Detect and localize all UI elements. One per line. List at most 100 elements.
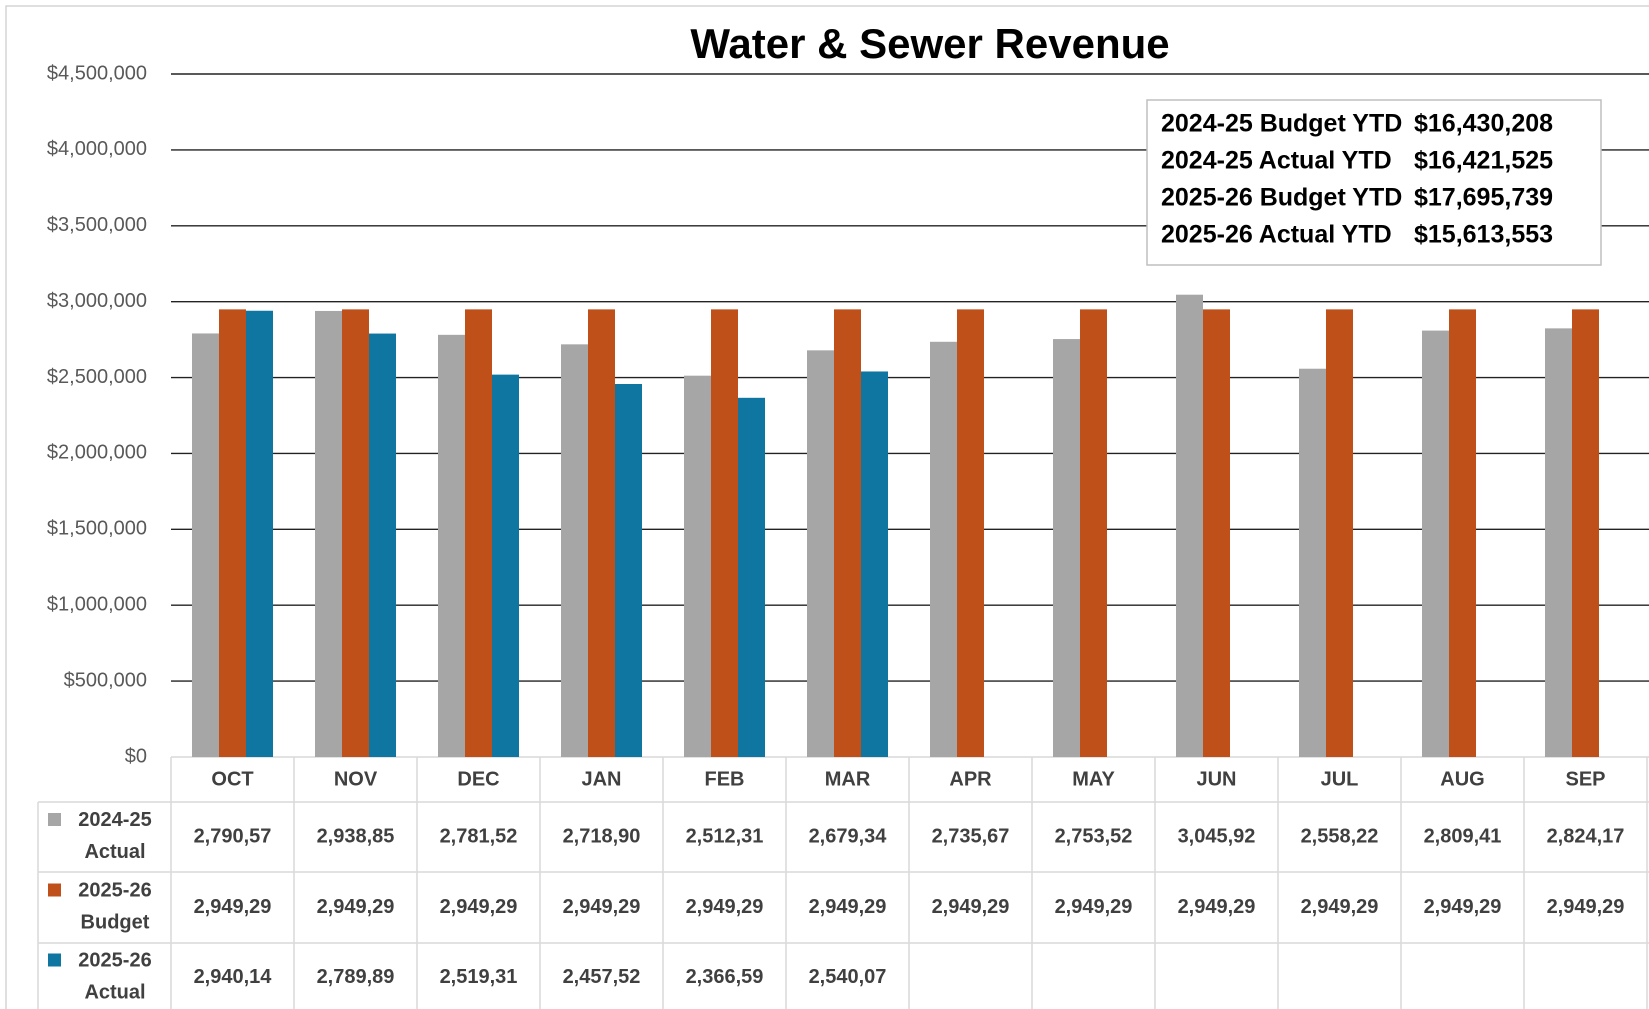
table-value: 2,753,52 xyxy=(1055,825,1133,847)
bar xyxy=(1422,330,1449,757)
table-value: 2,781,52 xyxy=(440,825,518,847)
annotation-value: $16,421,525 xyxy=(1414,147,1553,175)
legend-label: 2024-25 Actual xyxy=(78,809,151,863)
table-value: 2,735,67 xyxy=(932,825,1010,847)
table-value: 2,790,57 xyxy=(194,825,272,847)
bar xyxy=(1080,309,1107,757)
bar xyxy=(1545,328,1572,757)
legend-label: 2025-26 Actual xyxy=(78,950,151,1004)
table-value: 2,949,29 xyxy=(194,896,272,918)
table-value: 2,949,29 xyxy=(932,896,1010,918)
bar xyxy=(369,333,396,757)
table-value: 2,949,29 xyxy=(809,896,887,918)
table-value: 2,949,29 xyxy=(563,896,641,918)
bar xyxy=(246,310,273,757)
table-value: 2,949,29 xyxy=(686,896,764,918)
table-value: 2,949,29 xyxy=(1424,896,1502,918)
annotation-value: $16,430,208 xyxy=(1414,110,1553,138)
table-value: 2,940,14 xyxy=(194,966,273,988)
annotation-label: 2024-25 Budget YTD xyxy=(1161,110,1402,138)
x-tick-label: SEP xyxy=(1565,768,1605,790)
legend-swatch xyxy=(48,953,61,967)
table-value: 2,366,59 xyxy=(686,966,764,988)
table-value: 2,457,52 xyxy=(563,966,641,988)
bar xyxy=(957,309,984,757)
bar xyxy=(438,334,465,757)
bar xyxy=(315,310,342,757)
table-value: 3,045,92 xyxy=(1178,825,1256,847)
table-value: 2,512,31 xyxy=(686,825,764,847)
table-value: 2,949,29 xyxy=(440,896,518,918)
table-value: 2,949,29 xyxy=(1178,896,1256,918)
y-tick-label: $0 xyxy=(125,745,147,767)
x-tick-label: NOV xyxy=(334,768,378,790)
x-tick-label: JUL xyxy=(1321,768,1359,790)
table-value: 2,938,85 xyxy=(317,825,395,847)
annotation-label: 2024-25 Actual YTD xyxy=(1161,147,1392,175)
bar xyxy=(219,309,246,757)
table-value: 2,679,34 xyxy=(809,825,888,847)
legend-swatch xyxy=(48,813,61,826)
bar xyxy=(711,309,738,757)
bar xyxy=(1176,294,1203,757)
annotation-box xyxy=(1146,99,1602,266)
bar xyxy=(588,309,615,757)
annotation-label: 2025-26 Budget YTD xyxy=(1161,184,1402,212)
x-tick-label: DEC xyxy=(457,768,499,790)
annotation-value: $17,695,739 xyxy=(1414,184,1553,212)
table-value: 2,949,29 xyxy=(1301,896,1379,918)
table-value: 2,540,07 xyxy=(809,966,887,988)
bar xyxy=(738,397,765,757)
bar xyxy=(930,341,957,757)
table-value: 2,789,89 xyxy=(317,966,395,988)
bar xyxy=(1053,339,1080,757)
y-tick-label: $2,500,000 xyxy=(47,366,147,388)
y-tick-label: $500,000 xyxy=(64,669,147,691)
x-tick-label: FEB xyxy=(705,768,745,790)
bar xyxy=(615,384,642,757)
legend-label: 2025-26 Budget xyxy=(78,880,151,934)
x-tick-label: MAY xyxy=(1072,768,1115,790)
y-tick-label: $4,000,000 xyxy=(47,138,147,160)
table-value: 2,718,90 xyxy=(563,825,641,847)
table-value: 2,949,29 xyxy=(317,896,395,918)
annotation-label: 2025-26 Actual YTD xyxy=(1161,221,1392,249)
bar xyxy=(492,374,519,757)
bar xyxy=(1449,309,1476,757)
table-value: 2,824,17 xyxy=(1547,825,1625,847)
bar xyxy=(861,371,888,757)
legend-swatch xyxy=(48,883,61,897)
bar xyxy=(1203,309,1230,757)
x-tick-label: APR xyxy=(949,768,992,790)
bar xyxy=(807,350,834,757)
chart-title: Water & Sewer Revenue xyxy=(690,20,1169,67)
bar xyxy=(561,344,588,757)
y-tick-label: $1,000,000 xyxy=(47,594,147,616)
bar xyxy=(342,309,369,757)
bar xyxy=(192,333,219,757)
x-tick-label: JUN xyxy=(1196,768,1236,790)
table-value: 2,949,29 xyxy=(1547,896,1625,918)
bar xyxy=(834,309,861,757)
x-tick-label: OCT xyxy=(211,768,253,790)
table-value: 2,809,41 xyxy=(1424,825,1502,847)
y-tick-label: $4,500,000 xyxy=(47,62,147,84)
table-value: 2,558,22 xyxy=(1301,825,1379,847)
x-tick-label: AUG xyxy=(1440,768,1484,790)
bar xyxy=(684,375,711,757)
annotation-value: $15,613,553 xyxy=(1414,221,1553,249)
y-tick-label: $1,500,000 xyxy=(47,518,147,540)
table-value: 2,949,29 xyxy=(1055,896,1133,918)
bar xyxy=(465,309,492,757)
y-tick-label: $3,000,000 xyxy=(47,290,147,312)
y-tick-label: $3,500,000 xyxy=(47,214,147,236)
x-tick-label: JAN xyxy=(581,768,621,790)
bar xyxy=(1572,309,1599,757)
table-value: 2,519,31 xyxy=(440,966,518,988)
bar xyxy=(1326,309,1353,757)
y-tick-label: $2,000,000 xyxy=(47,442,147,464)
chart-frame xyxy=(5,5,1649,1009)
x-tick-label: MAR xyxy=(825,768,871,790)
bar xyxy=(1299,368,1326,757)
